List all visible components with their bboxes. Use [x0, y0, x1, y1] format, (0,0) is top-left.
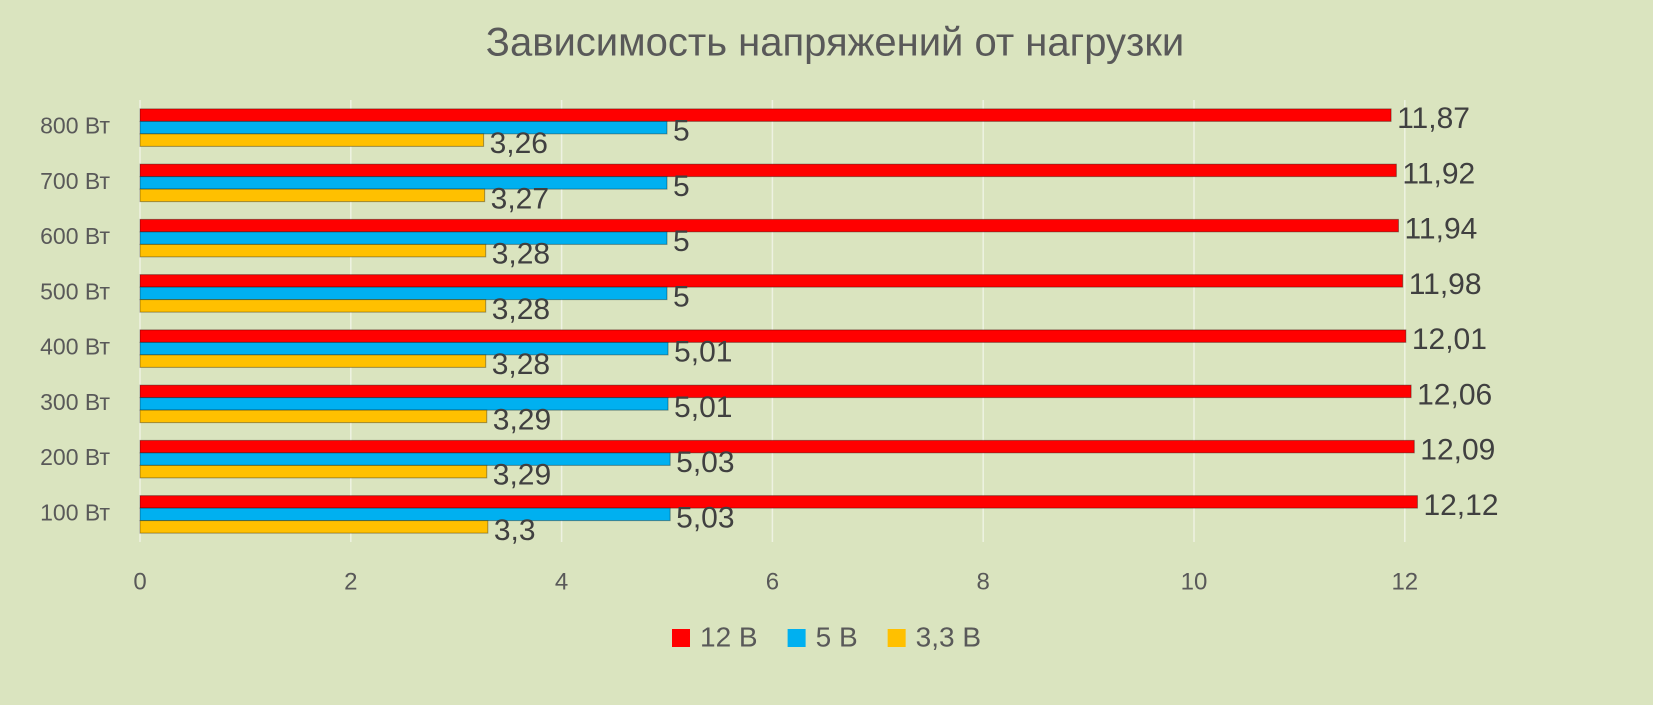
value-label: 3,27 — [491, 182, 549, 215]
x-tick-label: 6 — [766, 568, 779, 595]
value-label: 5 — [673, 170, 690, 203]
value-label: 12,09 — [1420, 434, 1495, 467]
value-label: 11,87 — [1397, 102, 1470, 135]
bar — [139, 354, 487, 368]
value-label: 12,12 — [1423, 489, 1498, 522]
bar — [139, 397, 669, 411]
value-label: 5,03 — [676, 446, 734, 479]
bar — [139, 452, 671, 466]
legend-label: 5 В — [816, 621, 858, 652]
value-label: 12,06 — [1417, 378, 1492, 411]
y-tick-label: 200 Вт — [40, 444, 110, 470]
bar — [139, 188, 486, 203]
value-label: 5,01 — [674, 391, 732, 424]
legend-swatch — [787, 629, 806, 647]
y-tick-label: 800 Вт — [40, 113, 110, 139]
bar — [139, 218, 1399, 233]
bar — [139, 520, 489, 534]
value-label: 3,28 — [492, 348, 550, 381]
bar — [139, 108, 1392, 122]
y-tick-label: 300 Вт — [40, 389, 110, 415]
x-tick-label: 4 — [555, 568, 568, 595]
x-tick-label: 0 — [133, 568, 146, 595]
y-tick-label: 400 Вт — [40, 334, 110, 360]
legend-label: 12 В — [700, 621, 758, 652]
x-tick-label: 8 — [977, 568, 990, 595]
bar — [139, 409, 488, 424]
bar — [139, 274, 1404, 288]
legend-label: 3,3 В — [916, 621, 981, 652]
value-label: 3,29 — [493, 403, 551, 436]
value-label: 11,94 — [1404, 213, 1477, 246]
value-label: 5 — [673, 280, 690, 313]
legend-swatch — [887, 629, 906, 647]
bar — [139, 299, 487, 313]
legend-swatch — [672, 629, 690, 647]
chart-title: Зависимость напряжений от нагрузки — [486, 21, 1184, 65]
value-label: 3,3 — [494, 514, 536, 547]
value-label: 12,01 — [1412, 323, 1487, 356]
bar — [139, 329, 1407, 343]
bar — [139, 231, 668, 245]
y-tick-label: 500 Вт — [40, 278, 110, 304]
bar — [139, 120, 668, 135]
bar — [139, 133, 485, 147]
bar — [139, 384, 1412, 399]
bar — [139, 495, 1418, 509]
value-label: 5,03 — [676, 501, 734, 534]
y-tick-label: 700 Вт — [40, 168, 110, 194]
bar — [139, 243, 487, 258]
bar — [139, 286, 668, 301]
value-label: 11,92 — [1402, 157, 1475, 190]
value-label: 3,29 — [493, 459, 551, 492]
x-tick-label: 2 — [344, 568, 357, 595]
x-tick-label: 12 — [1391, 568, 1418, 595]
bar — [139, 464, 488, 479]
value-label: 11,98 — [1409, 268, 1482, 301]
y-tick-label: 100 Вт — [40, 499, 110, 525]
value-label: 5,01 — [674, 336, 732, 369]
value-label: 3,26 — [490, 127, 548, 160]
bar — [139, 163, 1397, 178]
value-label: 3,28 — [492, 293, 550, 326]
y-tick-label: 600 Вт — [40, 223, 110, 249]
bar — [139, 507, 671, 522]
x-tick-label: 10 — [1181, 568, 1208, 595]
bar — [139, 439, 1415, 454]
bar — [139, 176, 668, 190]
value-label: 5 — [673, 115, 690, 148]
value-label: 3,28 — [492, 238, 550, 271]
bar — [139, 341, 669, 356]
value-label: 5 — [673, 225, 690, 258]
